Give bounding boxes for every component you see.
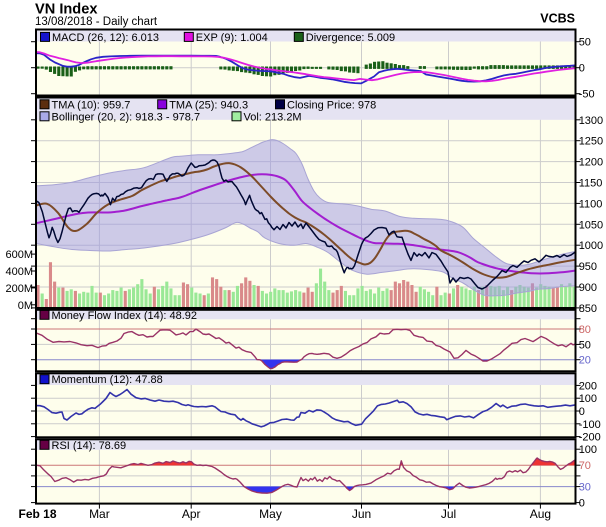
svg-text:0: 0 xyxy=(579,406,585,418)
svg-text:-200: -200 xyxy=(579,432,601,444)
svg-text:May: May xyxy=(259,507,282,521)
svg-text:1250: 1250 xyxy=(579,136,603,148)
svg-text:Divergence: 5.009: Divergence: 5.009 xyxy=(306,32,395,44)
svg-text:Closing Price: 978: Closing Price: 978 xyxy=(287,99,376,111)
svg-text:200: 200 xyxy=(579,380,597,392)
svg-text:Vol: 213.2M: Vol: 213.2M xyxy=(244,111,302,123)
svg-text:100: 100 xyxy=(579,393,597,405)
svg-text:Jul: Jul xyxy=(441,507,456,521)
svg-text:-100: -100 xyxy=(579,419,601,431)
svg-text:100: 100 xyxy=(579,444,597,456)
svg-text:13/08/2018 - Daily chart: 13/08/2018 - Daily chart xyxy=(35,16,158,28)
svg-text:Apr: Apr xyxy=(182,507,201,521)
svg-text:Bollinger (20, 2): 918.3 - 978: Bollinger (20, 2): 918.3 - 978.7 xyxy=(52,111,201,123)
svg-text:900: 900 xyxy=(579,282,597,294)
svg-text:30: 30 xyxy=(579,482,591,494)
svg-text:Money Flow Index (14): 48.92: Money Flow Index (14): 48.92 xyxy=(52,310,198,322)
svg-text:VCBS: VCBS xyxy=(540,11,575,25)
svg-text:Mar: Mar xyxy=(89,507,110,521)
svg-text:850: 850 xyxy=(579,303,597,315)
svg-text:1000: 1000 xyxy=(579,240,603,252)
svg-text:70: 70 xyxy=(579,460,591,472)
svg-text:0: 0 xyxy=(579,498,585,510)
svg-text:MACD (26, 12): 6.013: MACD (26, 12): 6.013 xyxy=(52,32,159,44)
svg-text:-50: -50 xyxy=(579,89,595,101)
svg-text:600M: 600M xyxy=(5,249,33,261)
svg-text:Feb 18: Feb 18 xyxy=(18,507,56,521)
svg-text:1300: 1300 xyxy=(579,115,603,127)
svg-text:Aug: Aug xyxy=(530,507,551,521)
svg-text:80: 80 xyxy=(579,324,591,336)
svg-text:VN Index: VN Index xyxy=(35,1,98,17)
svg-text:EXP (9): 1.004: EXP (9): 1.004 xyxy=(196,32,268,44)
svg-text:1150: 1150 xyxy=(579,178,603,190)
svg-text:20: 20 xyxy=(579,355,591,367)
svg-text:200M: 200M xyxy=(5,283,33,295)
svg-text:Jun: Jun xyxy=(352,507,371,521)
svg-text:50: 50 xyxy=(579,37,591,49)
svg-text:RSI (14): 78.69: RSI (14): 78.69 xyxy=(52,440,127,452)
svg-text:1200: 1200 xyxy=(579,157,603,169)
svg-text:0M: 0M xyxy=(18,300,33,312)
svg-text:950: 950 xyxy=(579,261,597,273)
svg-text:Momentum (12): 47.88: Momentum (12): 47.88 xyxy=(52,374,163,386)
svg-text:1050: 1050 xyxy=(579,219,603,231)
svg-text:TMA (10): 959.7: TMA (10): 959.7 xyxy=(52,99,131,111)
svg-text:TMA (25): 940.3: TMA (25): 940.3 xyxy=(169,99,248,111)
svg-text:400M: 400M xyxy=(5,266,33,278)
svg-text:1100: 1100 xyxy=(579,198,603,210)
svg-text:0: 0 xyxy=(579,63,585,75)
svg-text:50: 50 xyxy=(579,339,591,351)
